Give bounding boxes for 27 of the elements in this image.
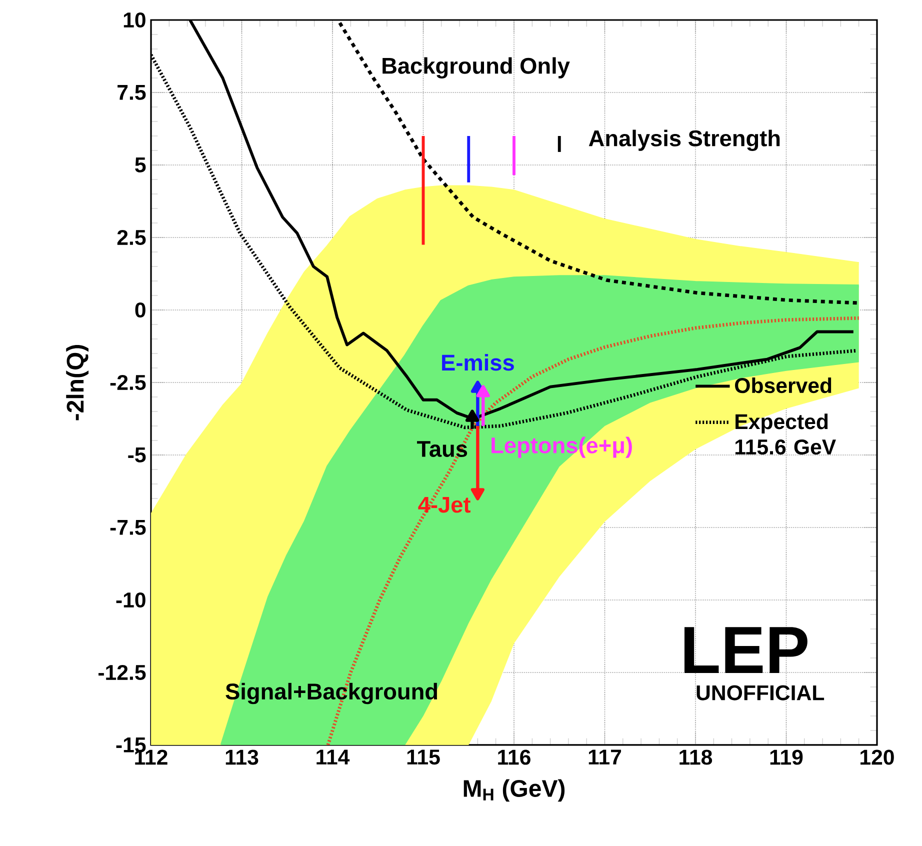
- y-tick-label: 0: [135, 302, 146, 318]
- x-tick-label: 113: [226, 750, 258, 765]
- x-tick-label: 115: [407, 750, 440, 765]
- y-tick-label: -7.5: [110, 520, 146, 535]
- y-tick-label: 5: [135, 158, 146, 172]
- y-tick-label: 10: [124, 12, 146, 28]
- y-tick-label: 2.5: [117, 230, 146, 246]
- y-tick-label: -12.5: [98, 664, 146, 680]
- x-tick-label: 116: [498, 750, 530, 765]
- x-axis-title: M$_{H}$ (GeV): [464, 779, 565, 802]
- y-tick-label: -2.5: [110, 374, 146, 390]
- x-tick-label: 117: [588, 750, 622, 764]
- annotation: Background Only: [382, 57, 570, 78]
- legend-label: Observed: [735, 377, 832, 394]
- series-label: Taus: [417, 441, 468, 457]
- annotation: UNOFFICIAL: [696, 685, 824, 700]
- x-tick-label: 114: [316, 750, 350, 764]
- annotation: Analysis Strength: [588, 130, 780, 151]
- series-label: E-miss: [442, 354, 514, 371]
- x-tick-label: 119: [770, 750, 803, 765]
- y-tick-label: 7.5: [118, 85, 146, 100]
- y-axis-title: -2ln(Q): [66, 345, 89, 420]
- y-tick-label: -10: [116, 592, 146, 608]
- x-tick-label: 120: [860, 750, 894, 765]
- y-tick-label: -5: [128, 448, 146, 462]
- annotation: LEP: [684, 627, 808, 673]
- x-tick-label: 118: [680, 750, 712, 765]
